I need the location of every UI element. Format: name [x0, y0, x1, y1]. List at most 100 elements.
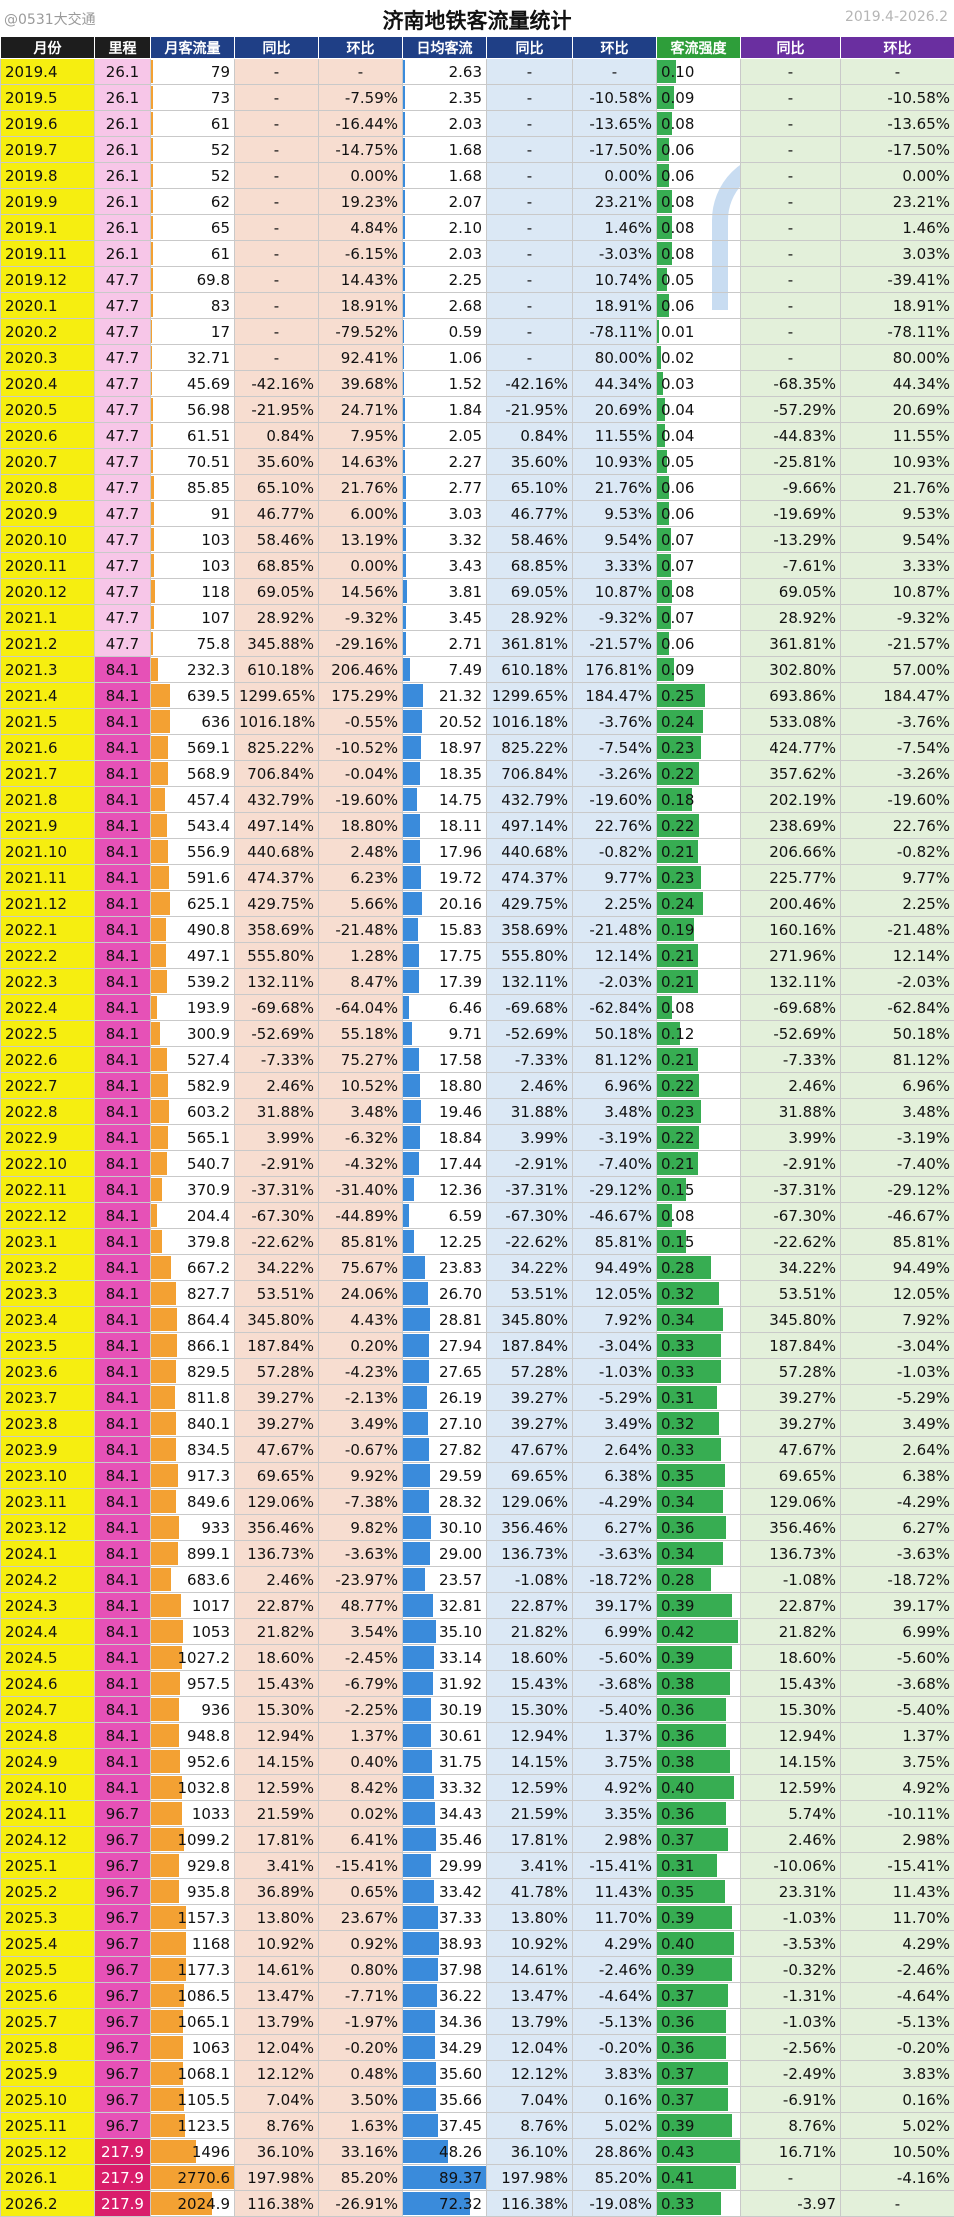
- cell-daily-mom: 23.21%: [573, 189, 657, 215]
- cell-intensity: 0.37: [657, 1983, 741, 2009]
- cell-intensity-yoy: 238.69%: [741, 813, 841, 839]
- cell-text: 2019.9: [5, 193, 58, 211]
- cell-intensity: 0.04: [657, 423, 741, 449]
- cell-intensity-yoy: 15.30%: [741, 1697, 841, 1723]
- cell-month: 2021.6: [1, 735, 95, 761]
- cell-text: 84.1: [106, 765, 139, 783]
- cell-month: 2022.9: [1, 1125, 95, 1151]
- cell-text: -: [788, 193, 793, 211]
- cell-text: -64.04%: [335, 999, 398, 1017]
- cell-intensity-yoy: 2.46%: [741, 1827, 841, 1853]
- cell-monthly-mom: 4.84%: [319, 215, 403, 241]
- cell-mileage: 84.1: [95, 1047, 151, 1073]
- cell-text: -3.19%: [599, 1129, 652, 1147]
- cell-text: 129.06%: [769, 1493, 836, 1511]
- cell-text: 9.53%: [902, 505, 950, 523]
- cell-text: 2019.11: [5, 245, 67, 263]
- cell-text: 56.98: [187, 401, 230, 419]
- cell-intensity-mom: -5.29%: [841, 1385, 954, 1411]
- cell-text: 11.55%: [595, 427, 652, 445]
- cell-daily-ridership: 1.68: [403, 163, 487, 189]
- cell-daily-mom: 2.64%: [573, 1437, 657, 1463]
- cell-text: 2.07: [449, 193, 482, 211]
- cell-daily-yoy: 8.76%: [487, 2113, 573, 2139]
- cell-daily-ridership: 19.46: [403, 1099, 487, 1125]
- cell-text: 27.94: [439, 1337, 482, 1355]
- cell-text: 58.46%: [511, 531, 568, 549]
- cell-daily-ridership: 20.52: [403, 709, 487, 735]
- cell-text: 0.23: [661, 739, 694, 757]
- cell-text: 84.1: [106, 1285, 139, 1303]
- cell-daily-ridership: 18.97: [403, 735, 487, 761]
- cell-text: 15.30%: [779, 1701, 836, 1719]
- cell-daily-ridership: 6.59: [403, 1203, 487, 1229]
- cell-text: 0.07: [661, 557, 694, 575]
- cell-text: 41.78%: [511, 1883, 568, 1901]
- cell-text: 187.84%: [501, 1337, 568, 1355]
- cell-monthly-mom: 9.92%: [319, 1463, 403, 1489]
- cell-text: 10.87%: [595, 583, 652, 601]
- daily-bar-fill: [403, 112, 405, 135]
- daily-bar-fill: [403, 372, 404, 395]
- cell-intensity-mom: 11.70%: [841, 1905, 954, 1931]
- cell-text: 2026.2: [5, 2195, 58, 2213]
- daily-bar-fill: [403, 424, 405, 447]
- cell-daily-yoy: 361.81%: [487, 631, 573, 657]
- cell-text: 0.04: [661, 427, 694, 445]
- cell-monthly-mom: 0.48%: [319, 2061, 403, 2087]
- monthly-bar-fill: [151, 1750, 180, 1773]
- cell-text: 2025.12: [5, 2143, 67, 2161]
- cell-text: 933: [201, 1519, 230, 1537]
- cell-text: 0.59: [449, 323, 482, 341]
- cell-text: 0.03: [661, 375, 694, 393]
- cell-monthly-yoy: -: [235, 293, 319, 319]
- cell-text: 610.18%: [501, 661, 568, 679]
- cell-text: 849.6: [187, 1493, 230, 1511]
- cell-intensity: 0.22: [657, 1073, 741, 1099]
- cell-text: -: [788, 271, 793, 289]
- daily-bar-fill: [403, 1308, 430, 1331]
- cell-month: 2020.7: [1, 449, 95, 475]
- cell-daily-mom: -3.63%: [573, 1541, 657, 1567]
- cell-text: 0.21: [661, 947, 694, 965]
- cell-intensity: 0.41: [657, 2165, 741, 2191]
- cell-monthly-yoy: 15.30%: [235, 1697, 319, 1723]
- cell-text: -1.03%: [783, 2013, 836, 2031]
- cell-daily-mom: 21.76%: [573, 475, 657, 501]
- cell-intensity-yoy: -: [741, 241, 841, 267]
- cell-month: 2020.1: [1, 293, 95, 319]
- cell-monthly-mom: 18.80%: [319, 813, 403, 839]
- cell-text: -19.60%: [887, 791, 950, 809]
- cell-text: 81.12%: [893, 1051, 950, 1069]
- cell-text: -: [274, 141, 279, 159]
- cell-monthly-mom: -1.97%: [319, 2009, 403, 2035]
- cell-text: 0.32: [661, 1285, 694, 1303]
- daily-bar-fill: [403, 1126, 420, 1149]
- cell-daily-yoy: 57.28%: [487, 1359, 573, 1385]
- cell-intensity-mom: 23.21%: [841, 189, 954, 215]
- cell-text: 44.34%: [893, 375, 950, 393]
- cell-month: 2023.7: [1, 1385, 95, 1411]
- cell-text: 225.77%: [769, 869, 836, 887]
- cell-monthly-yoy: 2.46%: [235, 1567, 319, 1593]
- cell-month: 2019.4: [1, 59, 95, 85]
- cell-text: 52: [211, 167, 230, 185]
- cell-text: 379.8: [187, 1233, 230, 1251]
- cell-text: 0.00%: [350, 167, 398, 185]
- cell-monthly-ridership: 829.5: [151, 1359, 235, 1385]
- daily-bar-fill: [403, 814, 420, 837]
- cell-text: 5.02%: [902, 2117, 950, 2135]
- cell-intensity: 0.34: [657, 1307, 741, 1333]
- cell-text: 85.81%: [341, 1233, 398, 1251]
- cell-text: 47.67%: [257, 1441, 314, 1459]
- cell-text: 65.10%: [511, 479, 568, 497]
- cell-text: 17.39: [439, 973, 482, 991]
- cell-text: 825.22%: [501, 739, 568, 757]
- cell-text: 2025.2: [5, 1883, 58, 1901]
- cell-monthly-ridership: 1068.1: [151, 2061, 235, 2087]
- cell-intensity-yoy: -52.69%: [741, 1021, 841, 1047]
- cell-text: -4.29%: [897, 1493, 950, 1511]
- cell-monthly-ridership: 1099.2: [151, 1827, 235, 1853]
